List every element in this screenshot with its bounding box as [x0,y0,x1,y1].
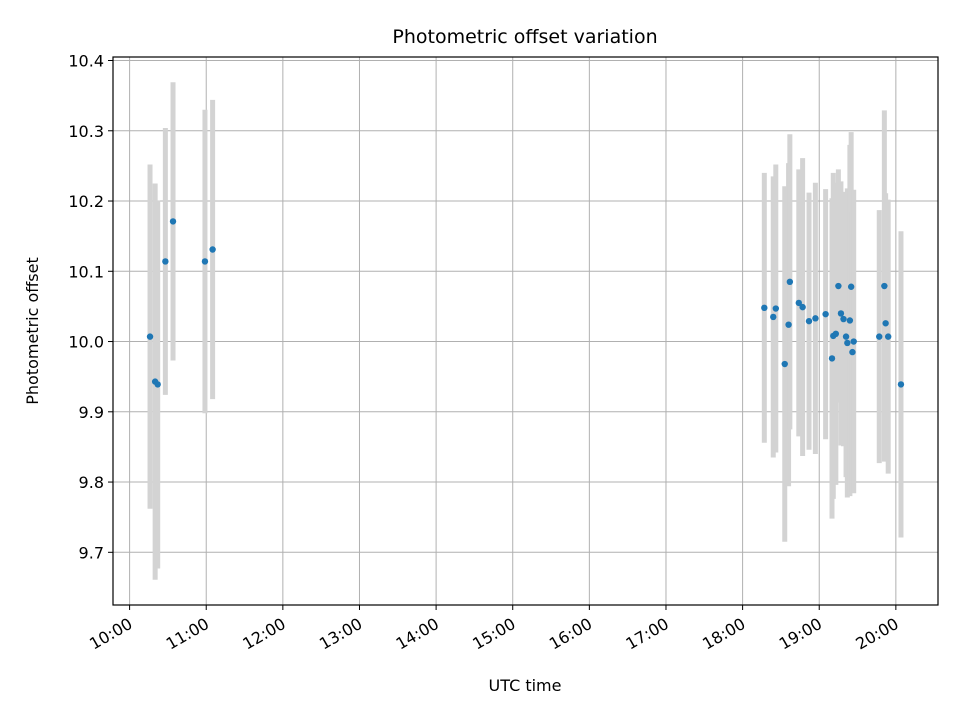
data-point [842,333,850,340]
y-tick-label: 10.0 [68,333,104,352]
y-tick-label: 9.9 [79,403,104,422]
y-axis-label: Photometric offset [23,257,42,405]
x-tick-label: 15:00 [469,614,518,654]
x-tick-label: 17:00 [623,614,672,654]
y-tick-label: 10.1 [68,262,104,281]
x-tick-label: 13:00 [316,614,365,654]
data-point [785,321,792,328]
y-tick-label: 9.8 [79,473,104,492]
data-point [799,303,806,311]
data-point [876,333,883,340]
x-ticks: 10:00 11:00 12:00 13:00 14:00 15:00 16:00 17:00… [86,605,902,654]
data-point [882,320,889,327]
x-tick-label: 14:00 [393,614,442,654]
data-point [812,315,819,322]
y-tick-label: 10.3 [68,122,104,141]
x-tick-label: 20:00 [852,614,901,654]
data-point [835,282,842,290]
data-point [146,333,154,340]
data-point [209,246,216,253]
y-tick-label: 9.7 [79,543,104,562]
data-point [847,283,855,290]
data-point [805,317,813,325]
data-point [828,355,836,362]
data-points [146,218,905,388]
y-tick-label: 10.4 [68,52,104,71]
data-point [881,282,888,290]
data-point [850,338,857,345]
data-point [837,310,845,317]
x-tick-label: 10:00 [86,614,135,654]
data-point [822,310,829,318]
data-point [761,304,768,312]
plot-frame [112,56,939,606]
x-tick-label: 12:00 [239,614,288,654]
grid [113,57,938,605]
data-point [846,317,854,324]
data-point [154,381,161,388]
data-point [897,381,905,388]
x-tick-label: 19:00 [776,614,825,654]
data-point [786,278,794,286]
y-tick-label: 10.2 [68,192,104,211]
data-point [884,333,892,340]
data-point [781,360,788,368]
chart-title: Photometric offset variation [392,26,657,48]
y-ticks: 9.7 9.8 9.9 10.0 10.1 10.2 10.3 10.4 [68,52,113,562]
data-point [795,299,802,307]
data-point [169,218,177,225]
data-point [162,258,169,265]
x-tick-label: 11:00 [163,614,212,654]
data-point [770,313,777,321]
data-point [840,315,847,323]
x-axis-label: UTC time [489,676,562,695]
data-point [844,339,851,347]
x-tick-label: 16:00 [546,614,595,654]
data-point [832,330,840,338]
data-point [849,348,856,356]
x-tick-label: 18:00 [699,614,748,654]
data-point [201,258,209,265]
data-point [772,305,780,312]
